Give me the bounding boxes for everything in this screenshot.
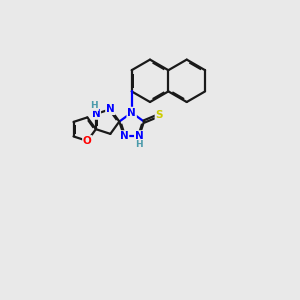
Text: N: N: [127, 108, 136, 118]
Text: N: N: [106, 104, 115, 114]
Text: N: N: [135, 131, 144, 141]
Text: H: H: [135, 140, 143, 149]
Text: S: S: [155, 110, 163, 120]
Text: H: H: [91, 101, 98, 110]
Text: N: N: [92, 109, 100, 119]
Text: N: N: [120, 131, 128, 141]
Text: O: O: [83, 136, 92, 146]
